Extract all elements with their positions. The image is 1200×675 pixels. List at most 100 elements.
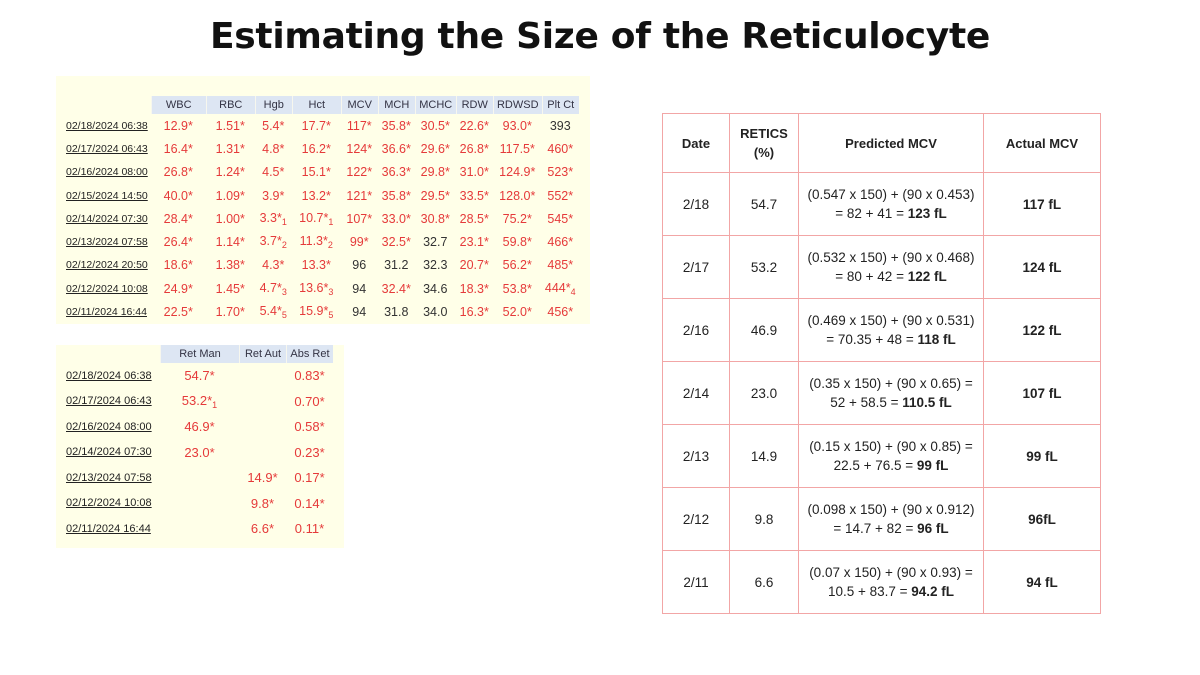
ret-aut-cell	[239, 414, 286, 440]
cell-value: 94	[352, 281, 367, 296]
cell-value: 32.7	[423, 235, 448, 250]
cell-value: 117*	[346, 118, 372, 133]
cell-value: 18.3*	[459, 281, 489, 296]
table-cell: 4.5*	[255, 161, 292, 184]
table-cell: 35.8*	[378, 114, 415, 137]
result-date-link[interactable]: 02/11/2024 16:44	[66, 306, 147, 319]
predicted-result: 110.5 fL	[902, 395, 952, 410]
cell-value: 53.2*	[181, 392, 213, 408]
table-row: 02/18/2024 06:38 54.7* 0.83*	[56, 363, 333, 389]
table-row: 2/16 46.9 (0.469 x 150) + (90 x 0.531) = 7…	[662, 298, 1101, 362]
result-date-link[interactable]: 02/18/2024 06:38	[66, 369, 152, 382]
col-header: Ret Aut	[239, 345, 286, 363]
result-date-link[interactable]: 02/12/2024 10:08	[66, 282, 148, 295]
predicted-result: 118 fL	[917, 332, 956, 347]
table-cell: 485*	[542, 254, 579, 277]
predicted-mcv-cell: (0.469 x 150) + (90 x 0.531) = 70.35 + 4…	[798, 298, 984, 362]
cell-value: 12.9*	[163, 118, 193, 133]
table-cell: 34.0	[415, 300, 456, 323]
result-date-link[interactable]: 02/14/2024 07:30	[66, 212, 148, 225]
cell-value: 94	[352, 305, 367, 320]
cell-value: 5.4*	[262, 118, 285, 133]
cell-value: 460*	[547, 141, 574, 156]
footnote-marker: 5	[281, 310, 287, 321]
table-cell: 23.1*	[456, 230, 493, 253]
table-cell: 75.2*	[493, 207, 542, 230]
table-cell: 523*	[542, 161, 579, 184]
cell-value: 4.3*	[262, 258, 285, 273]
table-row: 2/13 14.9 (0.15 x 150) + (90 x 0.85) = 22.…	[662, 424, 1101, 488]
cell-value: 13.2*	[301, 188, 331, 203]
result-date-link[interactable]: 02/17/2024 06:43	[66, 142, 148, 155]
table-cell: 96	[341, 254, 378, 277]
table-cell: 26.8*	[456, 137, 493, 160]
result-date-link[interactable]: 02/18/2024 06:38	[66, 119, 148, 132]
result-date-link[interactable]: 02/13/2024 07:58	[66, 236, 148, 249]
cell-value: 121*	[346, 188, 373, 203]
table-cell: 22.5*	[151, 300, 206, 323]
table-cell: 1.14*	[206, 230, 255, 253]
predicted-result: 123 fL	[907, 206, 947, 221]
table-row: 02/16/2024 08:00 26.8* 1.24* 4.5* 15.1* 122* 3…	[56, 161, 579, 184]
cell-value: 11.3*	[299, 234, 328, 249]
table-row: 02/16/2024 08:00 46.9* 0.58*	[56, 414, 333, 440]
footnote-marker: 3	[281, 286, 287, 297]
footnote-marker: 2	[327, 240, 333, 251]
cell-value: 22.5*	[163, 305, 193, 320]
table-cell: 1.51*	[206, 114, 255, 137]
table-cell: 30.5*	[415, 114, 456, 137]
cell-value: 56.2*	[502, 258, 532, 273]
cell-value: 23.1*	[459, 235, 489, 250]
retics-cell: 6.6	[729, 550, 799, 614]
predicted-mcv-table: Date RETICS (%) Predicted MCV Actual MCV…	[662, 113, 1101, 614]
retics-cell: 46.9	[729, 298, 799, 362]
cell-value: 1.14*	[215, 235, 245, 250]
result-date-link[interactable]: 02/13/2024 07:58	[66, 471, 152, 484]
footnote-marker: 3	[328, 286, 334, 297]
cell-value: 1.70*	[215, 305, 245, 320]
cell-value: 30.5*	[420, 118, 450, 133]
table-cell: 33.5*	[456, 184, 493, 207]
table-cell: 117*	[341, 114, 378, 137]
cell-value: 33.5*	[459, 188, 489, 203]
result-date-link[interactable]: 02/12/2024 20:50	[66, 259, 148, 272]
cell-value: 523*	[547, 165, 574, 180]
cell-value: 28.5*	[459, 211, 489, 226]
formula-text: (0.15 x 150) + (90 x 0.85) = 22.5 + 76.5…	[809, 439, 973, 473]
cell-value: 124.9*	[499, 165, 536, 180]
table-cell: 16.2*	[292, 137, 341, 160]
col-header: RDWSD	[492, 96, 542, 114]
result-date-link[interactable]: 02/14/2024 07:30	[66, 446, 152, 459]
result-date-link[interactable]: 02/16/2024 08:00	[66, 166, 148, 179]
result-date-link[interactable]: 02/12/2024 10:08	[66, 497, 152, 510]
cell-value: 46.9*	[184, 419, 215, 435]
table-row: 02/12/2024 10:08 9.8* 0.14*	[56, 491, 333, 517]
result-date-link[interactable]: 02/17/2024 06:43	[66, 395, 152, 408]
table-cell: 59.8*	[493, 230, 542, 253]
table-cell: 18.6*	[151, 254, 206, 277]
cbc-body: 02/18/2024 06:38 12.9* 1.51* 5.4* 17.7* 117* 3…	[56, 114, 579, 324]
col-header: RDW	[455, 96, 493, 114]
cell-value: 107*	[346, 211, 373, 226]
table-row: 02/11/2024 16:44 22.5* 1.70* 5.4*5 15.9*5 94 3…	[56, 300, 579, 323]
table-cell: 5.4*5	[255, 300, 292, 323]
table-cell: 32.7	[415, 230, 456, 253]
table-cell: 31.8	[378, 300, 415, 323]
table-cell: 24.9*	[151, 277, 206, 300]
result-date-link[interactable]: 02/16/2024 08:00	[66, 420, 152, 433]
table-cell: 1.24*	[206, 161, 255, 184]
result-date-link[interactable]: 02/11/2024 16:44	[66, 522, 151, 535]
footnote-marker: 1	[212, 399, 218, 410]
result-date-link[interactable]: 02/15/2024 14:50	[66, 189, 148, 202]
table-cell: 466*	[542, 230, 579, 253]
table-row: 2/18 54.7 (0.547 x 150) + (90 x 0.453) = 8…	[662, 172, 1101, 236]
table-cell: 31.2	[378, 254, 415, 277]
date-cell: 2/12	[662, 487, 730, 551]
date-cell: 2/17	[662, 235, 730, 299]
col-header: RBC	[205, 96, 255, 114]
table-cell: 11.3*2	[292, 230, 341, 253]
footnote-marker: 1	[281, 216, 287, 227]
table-cell: 121*	[341, 184, 378, 207]
table-cell: 99*	[341, 230, 378, 253]
table-cell: 5.4*	[255, 114, 292, 137]
